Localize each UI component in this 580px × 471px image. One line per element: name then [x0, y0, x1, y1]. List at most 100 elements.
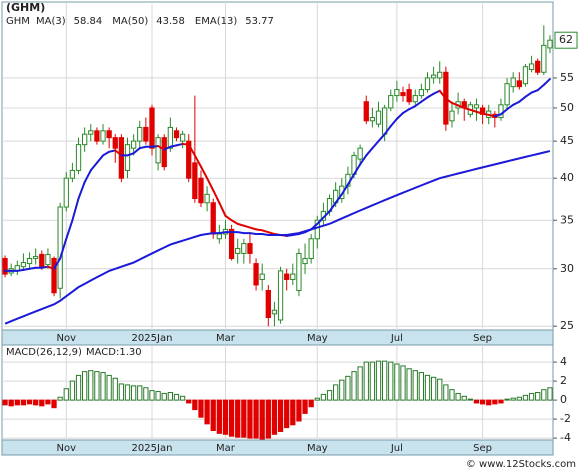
macd-bar — [75, 374, 82, 401]
indicator-line — [193, 154, 202, 168]
candle-body — [186, 140, 192, 179]
legend-label: EMA(13) — [195, 16, 237, 27]
indicator-line — [59, 237, 68, 260]
last-price-box — [554, 31, 578, 49]
indicator-line — [395, 112, 405, 120]
macd-bar — [106, 374, 112, 401]
candle-body — [192, 162, 198, 200]
candle-body — [33, 255, 39, 259]
candle-body — [112, 137, 118, 149]
indicator-line — [218, 201, 227, 217]
x-tick-label: Mar — [216, 333, 236, 344]
macd-bar — [290, 399, 296, 426]
plot-layer — [2, 2, 553, 440]
y-tick-label: 55 — [560, 71, 574, 84]
candle-body — [308, 238, 314, 259]
indicator-line — [414, 100, 423, 108]
indicator-line — [365, 147, 374, 157]
macd-bar — [369, 361, 376, 401]
candle-body — [235, 247, 241, 254]
indicator-line — [524, 91, 533, 98]
macd-panel — [1, 344, 554, 441]
candle-body — [437, 71, 443, 79]
indicator-line — [212, 189, 221, 204]
y-tick-label: 30 — [560, 262, 574, 275]
x-tick-label: 2025Jan — [132, 333, 173, 344]
candle-body — [541, 44, 547, 73]
indicator-line — [108, 149, 117, 153]
indicator-line — [536, 83, 545, 92]
indicator-line — [114, 149, 123, 157]
macd-bar — [118, 383, 125, 401]
indicator-line — [65, 219, 74, 240]
macd-bar — [406, 368, 412, 401]
macd-bar — [504, 398, 510, 401]
candle-body — [149, 107, 155, 149]
indicator-line — [102, 150, 111, 157]
indicator-line — [530, 89, 539, 94]
indicator-line — [389, 117, 398, 128]
indicator-line — [542, 78, 551, 86]
price-axis-strip — [1, 329, 554, 346]
x-tick-label: Jul — [390, 333, 403, 344]
indicator-line — [126, 152, 135, 157]
indicator-line — [169, 144, 178, 148]
y-tick-label: -4 — [560, 431, 571, 444]
macd-label: MACD(26,12,9) — [6, 347, 82, 358]
indicator-line — [150, 145, 160, 148]
chart-title: (GHM) — [6, 1, 45, 14]
indicator-line — [487, 113, 496, 118]
macd-bar — [479, 399, 486, 405]
macd-bar — [20, 399, 27, 406]
y-tick-label: 2 — [560, 374, 567, 387]
candle-body — [528, 63, 535, 70]
macd-bar — [308, 399, 314, 408]
macd-bar — [39, 399, 45, 407]
x-tick-label: May — [307, 333, 328, 344]
indicator-line — [261, 229, 270, 234]
candle-body — [277, 270, 284, 321]
macd-bar — [541, 389, 547, 401]
candle-body — [82, 133, 88, 146]
candle-body — [259, 273, 265, 280]
candle-body — [302, 257, 308, 265]
macd-bar — [161, 392, 167, 401]
y-tick-label: 0 — [560, 393, 567, 406]
candle-body — [167, 126, 174, 149]
macd-bar — [333, 384, 339, 401]
macd-bar — [528, 392, 535, 401]
macd-bar — [498, 399, 504, 404]
macd-bar — [26, 399, 33, 405]
macd-bar — [302, 399, 308, 414]
indicator-line — [175, 142, 184, 147]
candle-body — [265, 290, 271, 319]
macd-bar — [69, 380, 76, 401]
indicator-line — [83, 169, 92, 184]
candle-body — [424, 77, 431, 91]
macd-bar — [124, 384, 131, 401]
macd-bar — [265, 399, 271, 439]
x-tick-label: 2025Jan — [132, 443, 173, 454]
legend-label: MA(50) — [112, 16, 148, 27]
y-tick-label: 50 — [560, 101, 574, 114]
macd-bar — [400, 365, 406, 401]
macd-bar — [314, 397, 320, 401]
candle-body — [522, 66, 529, 85]
indicator-line — [420, 96, 429, 103]
indicator-line — [157, 145, 166, 151]
macd-bar — [2, 399, 8, 406]
indicator-line — [402, 108, 411, 115]
macd-bar — [296, 399, 302, 422]
candle-body — [381, 107, 388, 135]
indicator-line — [255, 228, 264, 232]
macd-bar — [204, 399, 210, 425]
macd-bar — [345, 375, 351, 401]
macd-bar — [320, 393, 327, 401]
macd-bar — [443, 384, 449, 401]
candle-body — [20, 262, 27, 268]
candle-body — [94, 130, 100, 142]
candle-body — [449, 110, 455, 122]
macd-bar — [424, 374, 431, 401]
macd-bar — [143, 387, 149, 401]
macd-bar — [437, 378, 443, 401]
